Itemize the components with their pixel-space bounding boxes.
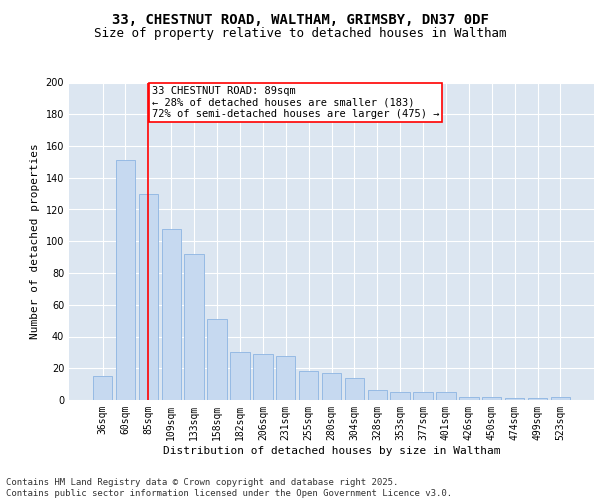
Bar — [161, 228, 181, 400]
Y-axis label: Number of detached properties: Number of detached properties — [30, 144, 40, 339]
Bar — [139, 194, 158, 400]
Bar — [551, 397, 570, 400]
Bar — [528, 398, 547, 400]
Bar — [436, 392, 455, 400]
Bar — [368, 390, 387, 400]
Bar — [230, 352, 250, 400]
Bar — [391, 392, 410, 400]
Bar — [482, 397, 502, 400]
Bar — [299, 372, 319, 400]
Text: Size of property relative to detached houses in Waltham: Size of property relative to detached ho… — [94, 28, 506, 40]
X-axis label: Distribution of detached houses by size in Waltham: Distribution of detached houses by size … — [163, 446, 500, 456]
Bar — [459, 397, 479, 400]
Bar — [413, 392, 433, 400]
Bar — [116, 160, 135, 400]
Bar — [344, 378, 364, 400]
Text: Contains HM Land Registry data © Crown copyright and database right 2025.
Contai: Contains HM Land Registry data © Crown c… — [6, 478, 452, 498]
Bar — [322, 373, 341, 400]
Text: 33 CHESTNUT ROAD: 89sqm
← 28% of detached houses are smaller (183)
72% of semi-d: 33 CHESTNUT ROAD: 89sqm ← 28% of detache… — [152, 86, 439, 119]
Bar — [184, 254, 204, 400]
Bar — [276, 356, 295, 400]
Bar — [505, 398, 524, 400]
Bar — [253, 354, 272, 400]
Bar — [208, 319, 227, 400]
Bar — [93, 376, 112, 400]
Text: 33, CHESTNUT ROAD, WALTHAM, GRIMSBY, DN37 0DF: 33, CHESTNUT ROAD, WALTHAM, GRIMSBY, DN3… — [112, 12, 488, 26]
